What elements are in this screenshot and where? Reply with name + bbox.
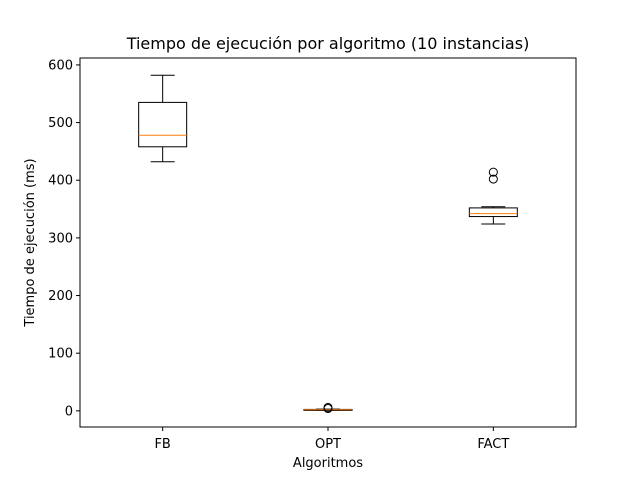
outlier-point bbox=[323, 404, 333, 414]
y-tick-label: 400 bbox=[48, 174, 73, 189]
y-tick-label: 100 bbox=[48, 347, 73, 362]
box-group-fact bbox=[468, 167, 518, 225]
outlier-point bbox=[488, 167, 498, 177]
y-tick-label: 300 bbox=[48, 231, 73, 246]
x-tick-label: FACT bbox=[477, 437, 509, 452]
plot-frame bbox=[79, 57, 577, 428]
x-axis-label: Algoritmos bbox=[293, 456, 363, 471]
box-group-opt bbox=[303, 402, 353, 414]
y-axis-label: Tiempo de ejecución (ms) bbox=[23, 158, 38, 327]
x-tick-label: FB bbox=[154, 437, 170, 452]
y-tick-label: 0 bbox=[65, 404, 73, 419]
y-axis: 0 100 200 300 400 500 600 bbox=[48, 58, 80, 419]
box-iqr bbox=[138, 101, 188, 148]
box-iqr bbox=[468, 207, 518, 218]
plot-area bbox=[138, 74, 518, 414]
y-tick-label: 600 bbox=[48, 58, 73, 73]
x-tick-label: OPT bbox=[315, 437, 341, 452]
outlier-point bbox=[488, 174, 498, 184]
chart-title: Tiempo de ejecución por algoritmo (10 in… bbox=[126, 34, 530, 53]
y-tick-label: 500 bbox=[48, 116, 73, 131]
x-axis: FB OPT FACT bbox=[154, 427, 509, 452]
y-tick-label: 200 bbox=[48, 289, 73, 304]
box-group-fb bbox=[138, 74, 188, 163]
